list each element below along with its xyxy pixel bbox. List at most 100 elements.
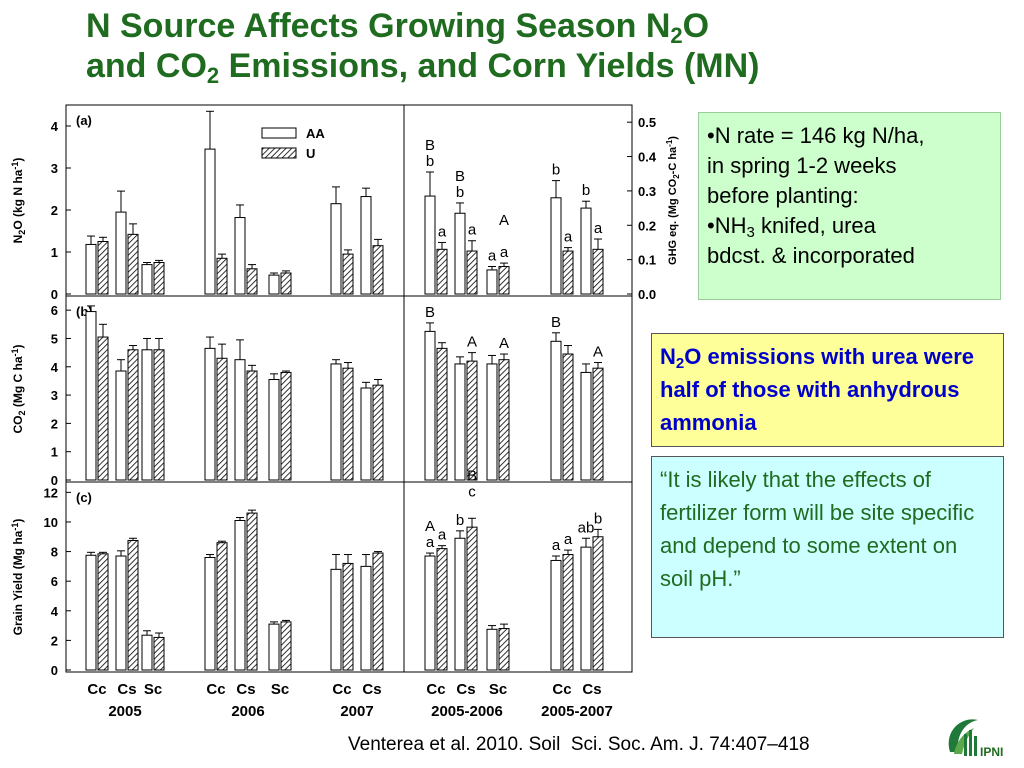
bar-u <box>97 336 109 481</box>
bar-aa <box>85 243 97 295</box>
bar-u <box>436 248 448 295</box>
x-group-label: 2005-2006 <box>431 703 503 720</box>
significance-letter: c <box>468 483 476 500</box>
bar-aa <box>454 212 466 295</box>
y-tick-label: 0 <box>51 473 58 488</box>
bar-aa <box>268 623 280 671</box>
title-text: O <box>682 7 710 45</box>
y-tick-label: 10 <box>44 515 58 530</box>
ipni-logo: IPNI <box>948 719 1003 759</box>
y-tick-label: 2 <box>51 203 58 218</box>
bar-u <box>216 357 228 481</box>
bar-aa <box>330 363 342 481</box>
y-tick-label: 4 <box>51 360 59 375</box>
bar-u <box>562 353 574 481</box>
x-tick-label: Cc <box>552 681 571 698</box>
y-right-tick-label: 0.4 <box>638 150 657 165</box>
significance-letter: A <box>467 334 477 351</box>
bar-u <box>97 553 109 671</box>
x-tick-label: Sc <box>144 681 162 698</box>
significance-letter: a <box>552 537 561 554</box>
x-tick-label: Cs <box>117 681 136 698</box>
bar-aa <box>115 211 127 295</box>
info-line: •NH3 knifed, urea <box>707 211 992 241</box>
bar-u <box>498 359 510 481</box>
info-line: in spring 1-2 weeks <box>707 153 897 178</box>
bar-u <box>592 367 604 481</box>
bar-u <box>562 554 574 671</box>
bar-aa <box>204 347 216 481</box>
x-tick-label: Cc <box>87 681 106 698</box>
significance-letter: a <box>438 527 447 544</box>
bar-u <box>216 542 228 671</box>
bar-aa <box>486 269 498 295</box>
bar-aa <box>85 554 97 671</box>
significance-letter: b <box>594 510 602 527</box>
y-tick-label: 3 <box>51 161 58 176</box>
significance-letter: a <box>594 220 603 237</box>
slide-title: N Source Affects Growing Season N2O and … <box>86 6 926 87</box>
bar-aa <box>234 217 246 295</box>
title-line-2: and CO2 Emissions, and Corn Yields (MN) <box>86 46 926 87</box>
bar-u <box>372 245 384 295</box>
bar-u <box>342 562 354 671</box>
bar-aa <box>550 340 562 481</box>
x-tick-label: Cc <box>426 681 445 698</box>
panel-label: (a) <box>76 113 92 128</box>
significance-letter: a <box>438 223 447 240</box>
x-tick-label: Sc <box>489 681 507 698</box>
bar-u <box>246 370 258 481</box>
significance-letter: ab <box>578 519 595 536</box>
y-right-tick-label: 0.2 <box>638 218 656 233</box>
bar-u <box>466 360 478 481</box>
bar-aa <box>330 568 342 671</box>
bar-u <box>280 272 292 295</box>
bar-u <box>246 512 258 671</box>
significance-letter: a <box>468 222 477 239</box>
bar-u <box>246 268 258 295</box>
logo-stem <box>974 736 977 756</box>
info-box: •N rate = 146 kg N/ha, in spring 1-2 wee… <box>698 112 1001 300</box>
y-right-tick-label: 0.5 <box>638 115 656 130</box>
title-text: and CO <box>86 47 207 85</box>
bar-u <box>592 248 604 295</box>
bar-aa <box>330 203 342 295</box>
logo-swoosh <box>948 719 978 752</box>
bar-aa <box>580 207 592 295</box>
bar-aa <box>141 264 153 295</box>
y-tick-label: 4 <box>51 119 59 134</box>
bar-u <box>466 250 478 295</box>
y-tick-label: 1 <box>51 245 58 260</box>
bar-u <box>562 250 574 295</box>
bar-aa <box>550 559 562 671</box>
title-text: Emissions, and Corn Yields (MN) <box>219 47 760 85</box>
legend-entry: U <box>306 146 315 161</box>
significance-letter: b <box>456 184 464 201</box>
info-text: knifed, urea <box>754 213 876 238</box>
logo-text: IPNI <box>980 745 1003 759</box>
bar-u <box>342 367 354 481</box>
legend-swatch <box>261 147 297 159</box>
significance-letter: B <box>455 168 465 185</box>
x-group-label: 2006 <box>231 703 264 720</box>
bar-aa <box>550 197 562 295</box>
y-right-tick-label: 0.1 <box>638 253 656 268</box>
bar-aa <box>360 565 372 671</box>
info-subscript: 3 <box>746 224 755 241</box>
bar-u <box>342 253 354 295</box>
bar-u <box>280 621 292 671</box>
bar-u <box>127 539 139 671</box>
bar-aa <box>268 274 280 295</box>
citation: Venterea et al. 2010. Soil Sci. Soc. Am.… <box>348 734 810 755</box>
bar-aa <box>234 519 246 671</box>
y-right-axis-label: GHG eq. (Mg CO2-C ha-1) <box>665 136 681 265</box>
bar-u <box>498 628 510 671</box>
bar-u <box>498 266 510 295</box>
x-tick-label: Cs <box>582 681 601 698</box>
bar-aa <box>486 628 498 671</box>
significance-letter: A <box>499 335 509 352</box>
bar-aa <box>486 363 498 481</box>
bar-aa <box>424 555 436 671</box>
